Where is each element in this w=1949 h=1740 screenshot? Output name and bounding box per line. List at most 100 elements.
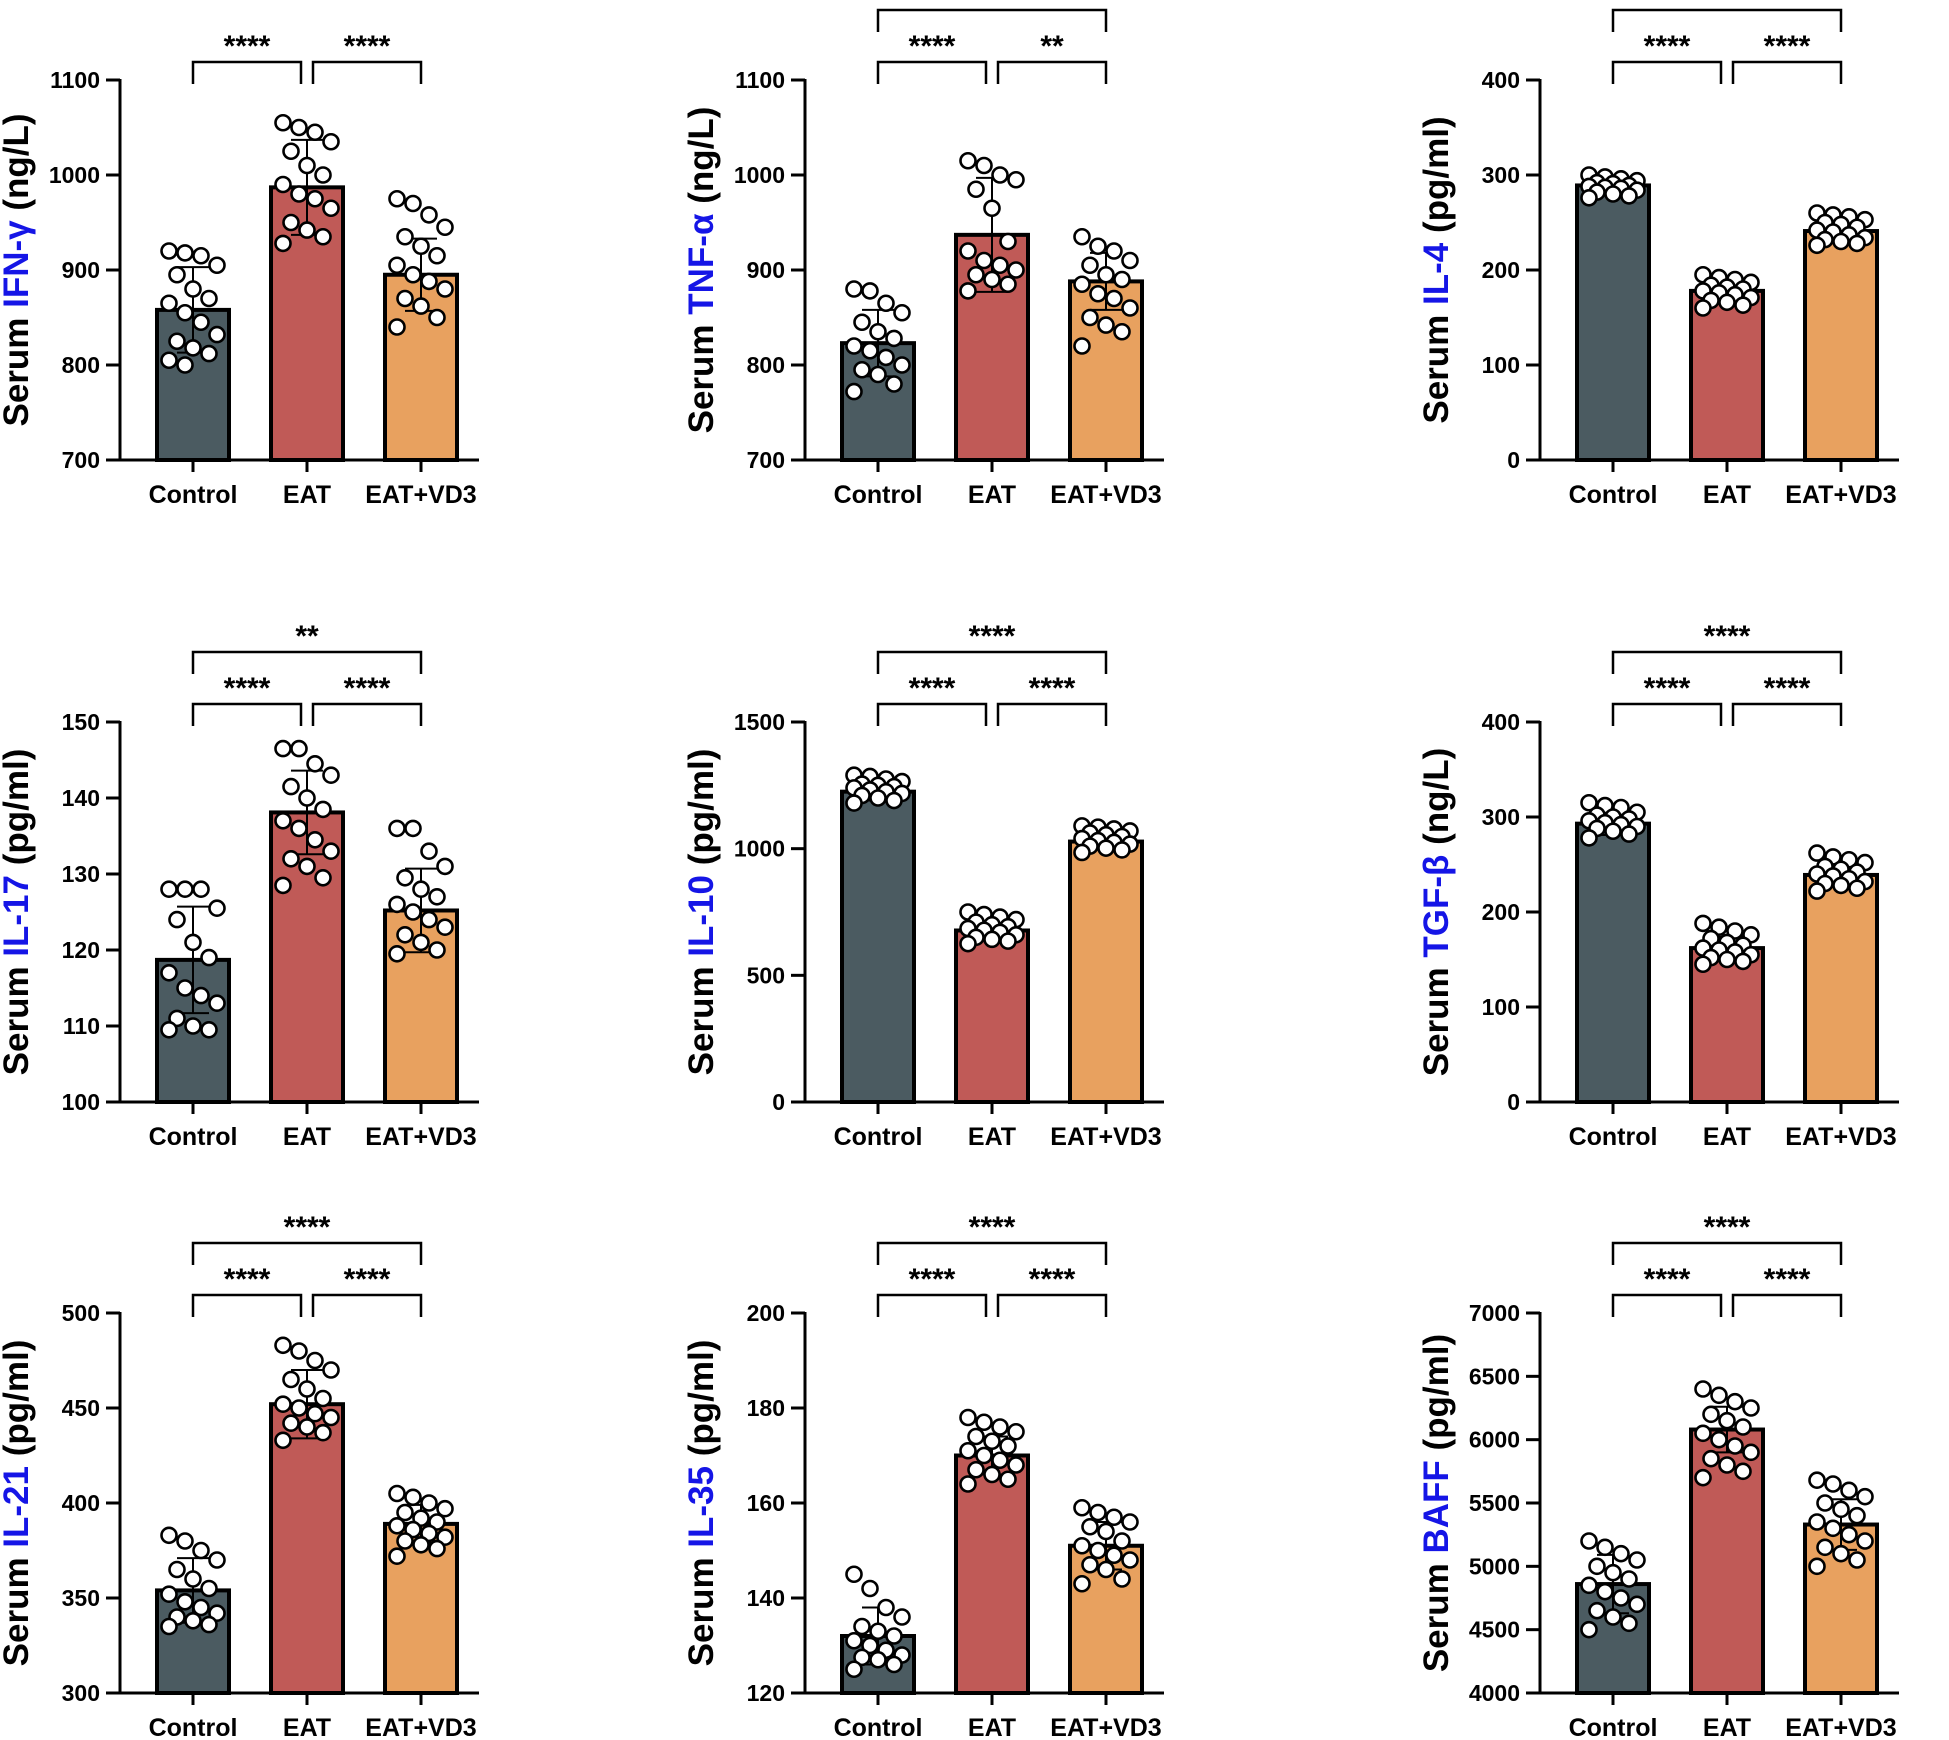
chart-panel-8: 120 140 160 180 200 Control EAT EAT+VD3 Serum IL… xyxy=(682,1211,1164,1740)
y-axis-title-prefix: Serum xyxy=(0,308,36,427)
data-point xyxy=(1580,1532,1598,1550)
significance-bracket xyxy=(191,1293,303,1317)
x-tick-label: Control xyxy=(1569,1714,1658,1740)
data-point xyxy=(314,227,332,246)
data-point xyxy=(192,313,210,332)
data-point xyxy=(1097,316,1115,334)
y-tick-label: 300 xyxy=(1482,162,1520,188)
data-point xyxy=(869,789,887,807)
significance-bracket xyxy=(1731,60,1843,84)
y-tick-label: 0 xyxy=(772,1089,785,1115)
data-point xyxy=(412,1536,430,1554)
data-point xyxy=(306,1404,324,1423)
data-point xyxy=(274,876,292,895)
x-tick-label: Control xyxy=(149,1714,238,1740)
data-point xyxy=(176,356,194,374)
data-point xyxy=(861,341,879,360)
bar-eat xyxy=(954,928,1030,1105)
data-point xyxy=(845,382,863,401)
data-point xyxy=(420,1494,438,1512)
y-tick-label: 700 xyxy=(62,447,100,473)
data-point xyxy=(168,1560,186,1579)
data-point xyxy=(1718,1411,1736,1430)
data-point xyxy=(1702,1449,1720,1468)
data-point xyxy=(1081,1517,1099,1536)
significance-bracket xyxy=(876,702,988,726)
data-point xyxy=(420,842,438,861)
data-point xyxy=(282,142,300,161)
data-point xyxy=(1097,265,1115,284)
data-point xyxy=(420,206,438,224)
x-tick-label: EAT xyxy=(283,1714,331,1740)
x-tick-label: EAT+VD3 xyxy=(365,1123,476,1151)
data-point xyxy=(184,339,202,357)
data-point xyxy=(1620,187,1638,205)
y-tick-label: 400 xyxy=(1482,709,1520,735)
data-point xyxy=(1113,270,1131,289)
data-point xyxy=(208,994,226,1013)
data-point xyxy=(1808,1557,1826,1576)
significance-bracket xyxy=(1731,702,1843,726)
data-point xyxy=(853,313,871,332)
significance-bracket xyxy=(1611,650,1843,674)
y-axis-title-analyte: IL-35 xyxy=(682,1466,721,1548)
data-point xyxy=(1121,299,1139,317)
y-axis-title-prefix: Serum xyxy=(0,957,36,1076)
x-tick-label: EAT xyxy=(968,481,1016,509)
data-point xyxy=(388,318,406,336)
data-point xyxy=(991,256,1009,275)
significance-label: **** xyxy=(909,30,956,63)
y-tick-label: 1000 xyxy=(49,162,100,188)
data-point xyxy=(1612,1544,1630,1563)
x-tick-label: Control xyxy=(1569,1123,1658,1151)
data-point xyxy=(845,1660,863,1679)
data-point xyxy=(404,1488,422,1507)
data-point xyxy=(160,1617,178,1636)
data-point xyxy=(983,930,1001,949)
data-point xyxy=(885,375,903,393)
data-point xyxy=(975,251,993,270)
data-point xyxy=(160,1585,178,1603)
data-point xyxy=(290,118,308,137)
y-tick-label: 300 xyxy=(1482,804,1520,830)
significance-bracket xyxy=(191,60,303,84)
data-point xyxy=(853,1648,871,1667)
data-point xyxy=(208,1551,226,1569)
data-point xyxy=(1824,1475,1842,1493)
x-tick-label: EAT+VD3 xyxy=(1785,481,1896,509)
data-point xyxy=(1073,1536,1091,1555)
data-point xyxy=(1840,1525,1858,1544)
data-point xyxy=(869,1650,887,1669)
data-point xyxy=(274,811,292,830)
data-point xyxy=(192,880,210,899)
y-tick-label: 7000 xyxy=(1469,1300,1520,1326)
data-point xyxy=(1007,261,1025,279)
data-point xyxy=(975,1446,993,1465)
significance-bracket xyxy=(1611,1241,1843,1265)
data-point xyxy=(959,1408,977,1427)
y-axis-title-unit: (pg/ml) xyxy=(1417,1334,1456,1460)
significance-label: **** xyxy=(344,30,391,63)
significance-bracket xyxy=(996,60,1108,84)
y-axis-title-prefix: Serum xyxy=(1417,305,1456,424)
data-point xyxy=(999,275,1017,294)
data-point xyxy=(192,986,210,1005)
data-point xyxy=(200,948,218,967)
data-point xyxy=(1105,1546,1123,1565)
data-point xyxy=(160,1021,178,1039)
data-point xyxy=(1856,1487,1874,1506)
data-point xyxy=(1105,289,1123,308)
data-point xyxy=(184,1612,202,1630)
data-point xyxy=(208,256,226,275)
significance-bracket xyxy=(876,8,1108,32)
y-axis-title-prefix: Serum xyxy=(682,315,721,434)
y-tick-label: 100 xyxy=(1482,352,1520,378)
data-point xyxy=(388,1517,406,1535)
data-point xyxy=(975,156,993,175)
data-point xyxy=(314,1389,332,1408)
y-tick-label: 300 xyxy=(62,1680,100,1706)
chart-panel-3: 0 100 200 300 400 Control EAT EAT+VD3 Serum IL-4… xyxy=(1417,0,1899,509)
data-point xyxy=(1832,1500,1850,1519)
data-point xyxy=(1588,1601,1606,1620)
data-point xyxy=(168,265,186,284)
